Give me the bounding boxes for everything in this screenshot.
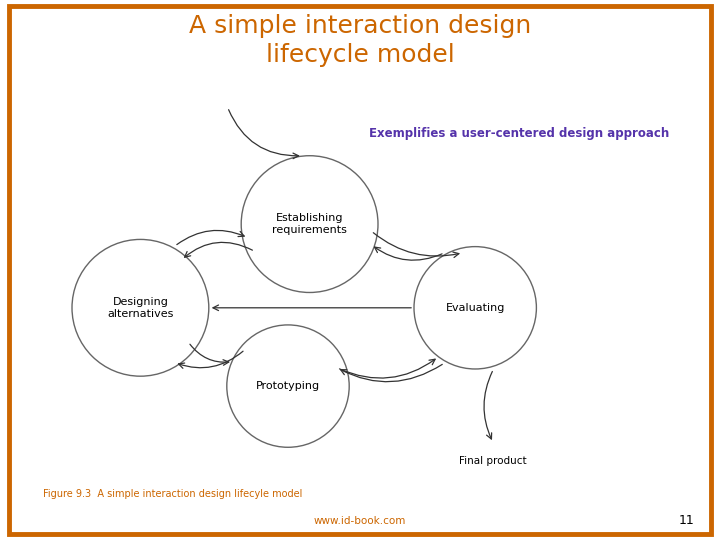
Text: Establishing
requirements: Establishing requirements (272, 213, 347, 235)
Text: A simple interaction design
lifecycle model: A simple interaction design lifecycle mo… (189, 14, 531, 67)
Text: Exemplifies a user-centered design approach: Exemplifies a user-centered design appro… (369, 127, 670, 140)
Ellipse shape (241, 156, 378, 293)
Text: 11: 11 (679, 514, 695, 526)
Ellipse shape (227, 325, 349, 447)
Text: Designing
alternatives: Designing alternatives (107, 297, 174, 319)
Text: Final product: Final product (459, 456, 527, 467)
Ellipse shape (72, 239, 209, 376)
Text: Evaluating: Evaluating (446, 303, 505, 313)
Text: Figure 9.3  A simple interaction design lifecyle model: Figure 9.3 A simple interaction design l… (43, 489, 302, 499)
Text: Prototyping: Prototyping (256, 381, 320, 391)
Ellipse shape (414, 247, 536, 369)
Text: www.id-book.com: www.id-book.com (314, 516, 406, 526)
